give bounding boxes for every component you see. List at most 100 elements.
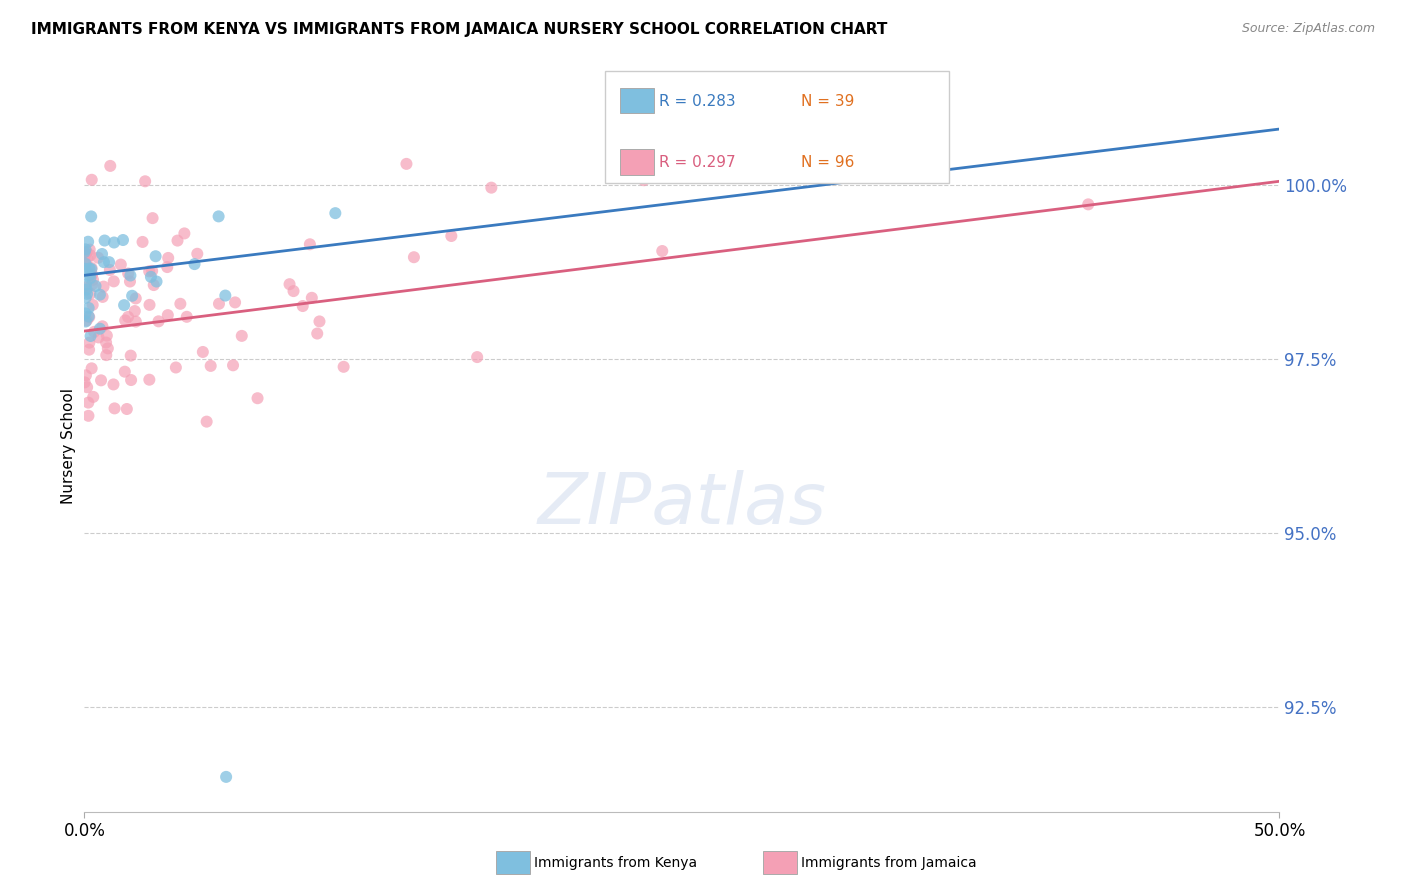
Text: R = 0.297: R = 0.297 xyxy=(659,155,735,170)
Point xyxy=(131,235,153,249)
Point xyxy=(195,415,218,429)
Point xyxy=(80,262,103,277)
Point xyxy=(76,380,98,394)
Point xyxy=(291,299,314,313)
Point xyxy=(103,235,125,250)
Point xyxy=(1077,197,1099,211)
Point xyxy=(115,402,138,417)
Point xyxy=(97,342,120,356)
Point xyxy=(79,268,101,282)
Point xyxy=(77,235,100,249)
Point xyxy=(165,360,187,375)
Point xyxy=(114,313,136,327)
Point xyxy=(138,298,160,312)
Point xyxy=(117,310,139,324)
Point xyxy=(120,268,142,283)
Point xyxy=(166,234,188,248)
Point xyxy=(98,255,121,269)
Point xyxy=(75,368,97,383)
Point xyxy=(121,289,143,303)
Point xyxy=(80,210,103,224)
Point xyxy=(77,409,100,423)
Point xyxy=(75,243,97,257)
Point xyxy=(93,255,115,269)
Point xyxy=(402,250,425,264)
Point xyxy=(103,401,125,416)
Point xyxy=(298,237,321,252)
Point xyxy=(77,343,100,357)
Point xyxy=(301,291,323,305)
Text: ZIPatlas: ZIPatlas xyxy=(537,470,827,539)
Point xyxy=(75,291,97,305)
Point xyxy=(246,391,269,405)
Point xyxy=(222,359,245,373)
Text: Source: ZipAtlas.com: Source: ZipAtlas.com xyxy=(1241,22,1375,36)
Point xyxy=(75,280,97,294)
Point xyxy=(82,273,104,287)
Point xyxy=(75,257,97,271)
Point xyxy=(76,245,98,260)
Point xyxy=(96,328,118,343)
Point xyxy=(96,348,118,362)
Point xyxy=(84,279,107,293)
Point xyxy=(134,174,156,188)
Point xyxy=(79,286,101,301)
Point xyxy=(79,261,101,276)
Point xyxy=(75,277,97,292)
Point xyxy=(307,326,329,341)
Point xyxy=(80,361,103,376)
Point xyxy=(138,264,160,278)
Point xyxy=(77,301,100,315)
Point xyxy=(73,253,96,268)
Point xyxy=(76,313,98,327)
Point xyxy=(207,210,229,224)
Point xyxy=(75,306,97,320)
Point xyxy=(118,275,141,289)
Point xyxy=(139,269,162,284)
Point xyxy=(142,211,165,226)
Point xyxy=(145,249,167,263)
Point xyxy=(120,373,142,387)
Point xyxy=(479,180,502,194)
Point xyxy=(283,284,305,298)
Text: IMMIGRANTS FROM KENYA VS IMMIGRANTS FROM JAMAICA NURSERY SCHOOL CORRELATION CHAR: IMMIGRANTS FROM KENYA VS IMMIGRANTS FROM… xyxy=(31,22,887,37)
Point xyxy=(141,264,163,278)
Point xyxy=(114,365,136,379)
Point xyxy=(76,252,98,266)
Point xyxy=(77,395,100,409)
Point xyxy=(214,288,236,302)
Point xyxy=(325,206,347,220)
Point xyxy=(156,308,179,322)
Point xyxy=(191,345,214,359)
Point xyxy=(231,329,253,343)
Point xyxy=(111,233,134,247)
Text: Immigrants from Jamaica: Immigrants from Jamaica xyxy=(801,855,977,870)
Point xyxy=(103,274,125,288)
Point xyxy=(98,263,121,277)
Point xyxy=(332,359,354,374)
Point xyxy=(157,251,180,265)
Point xyxy=(87,330,110,344)
Point xyxy=(75,314,97,328)
Point xyxy=(73,376,96,390)
Point xyxy=(89,321,111,335)
Point xyxy=(145,275,167,289)
Point xyxy=(103,377,125,392)
Point xyxy=(465,350,488,364)
Point xyxy=(82,390,104,404)
Point xyxy=(80,260,103,275)
Point xyxy=(183,257,205,271)
Point xyxy=(156,260,179,274)
Point xyxy=(224,295,246,310)
Point xyxy=(98,159,121,173)
Point xyxy=(94,335,117,350)
Point xyxy=(186,247,208,261)
Text: N = 96: N = 96 xyxy=(801,155,855,170)
Point xyxy=(80,268,103,282)
Point xyxy=(215,770,238,784)
Point xyxy=(112,298,135,312)
Point xyxy=(75,247,97,261)
Point xyxy=(91,247,114,261)
Point xyxy=(120,349,142,363)
Point xyxy=(87,251,110,265)
